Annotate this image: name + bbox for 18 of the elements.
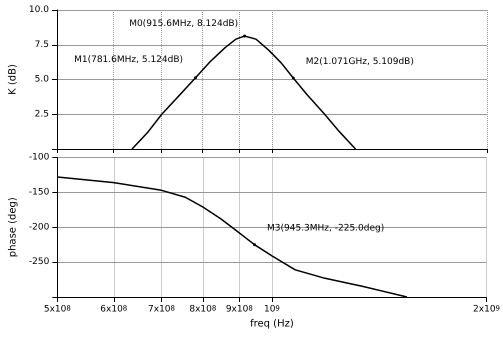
y-axis-title: phase (deg) [8, 197, 18, 258]
y-tick-label: -100 [28, 152, 50, 162]
y-tick-label: 10.0 [28, 5, 50, 15]
y-tick-label: 7.5 [34, 40, 49, 50]
annotation: M1(781.6MHz, 5.124dB) [74, 54, 184, 65]
x-axis-title: freq (Hz) [250, 318, 294, 330]
y-tick-label: -200 [28, 222, 50, 232]
annotation: M3(945.3MHz, -225.0deg) [267, 224, 384, 234]
y-tick-label: 5.0 [34, 74, 50, 84]
y-tick-label: -150 [28, 187, 50, 198]
y-tick-label: -250 [28, 257, 50, 268]
point [243, 34, 246, 38]
y-axis-title: K (dB) [8, 64, 18, 95]
point [292, 76, 295, 80]
annotation: M2(1.071GHz, 5.109dB) [306, 56, 414, 67]
annotation: M0(915.6MHz, 8.124dB) [129, 19, 238, 30]
point [194, 76, 198, 80]
y-tick-label: 2.5 [34, 109, 49, 120]
